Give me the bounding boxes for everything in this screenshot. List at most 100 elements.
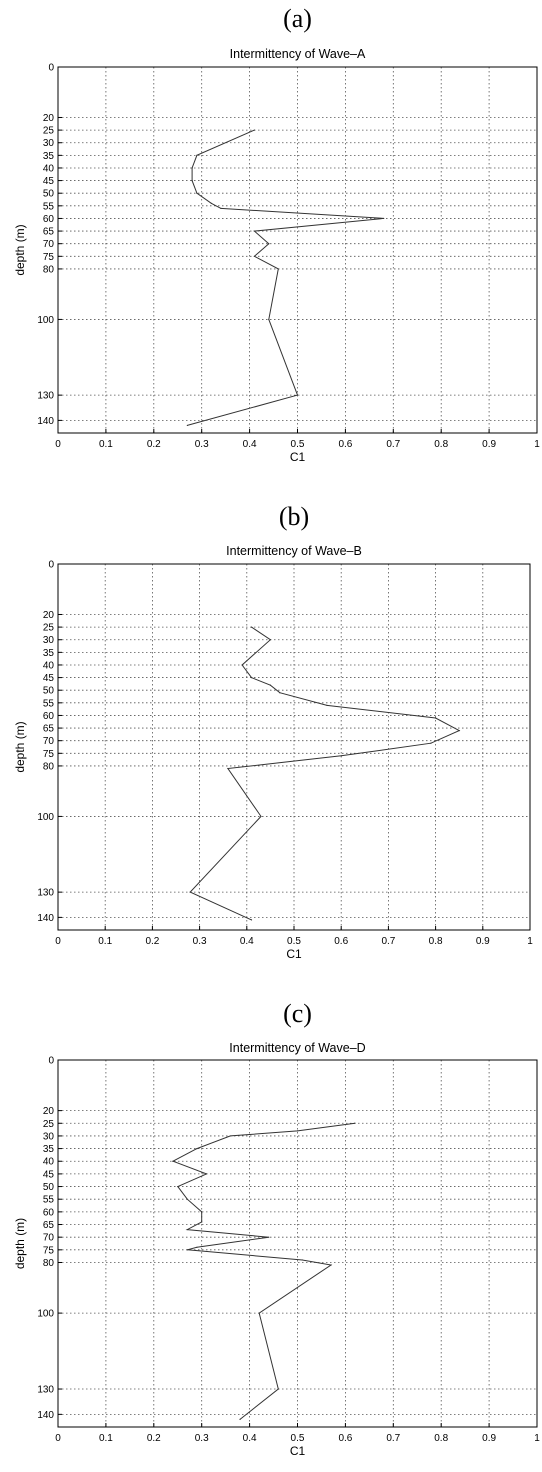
y-tick-label: 100 <box>37 812 54 823</box>
x-axis-label: C1 <box>290 450 306 464</box>
y-axis-label: depth (m) <box>13 224 27 275</box>
x-tick-label: 0.4 <box>240 936 254 947</box>
y-tick-label: 35 <box>43 1144 55 1155</box>
data-point <box>239 1418 241 1421</box>
x-tick-label: 0.3 <box>195 1433 209 1444</box>
plot-frame <box>57 1059 538 1428</box>
y-tick-label: 75 <box>43 749 55 760</box>
y-tick-label: 70 <box>43 736 55 747</box>
data-point <box>201 1211 203 1213</box>
data-point <box>177 1185 179 1188</box>
y-tick-label: 40 <box>43 660 55 671</box>
x-tick-label: 0.3 <box>195 439 209 450</box>
x-tick-label: 0.2 <box>147 439 161 450</box>
data-point <box>201 1221 203 1223</box>
y-tick-label: 40 <box>43 1157 55 1168</box>
y-tick-label: 20 <box>43 1106 55 1117</box>
y-tick-label: 80 <box>43 761 55 772</box>
x-tick-label: 0.3 <box>193 936 207 947</box>
x-tick-label: 0.6 <box>338 439 352 450</box>
y-tick-label: 140 <box>37 913 54 924</box>
x-tick-label: 0.1 <box>98 936 112 947</box>
x-tick-label: 0.7 <box>386 1433 400 1444</box>
data-point <box>269 684 271 686</box>
x-tick-label: 0.1 <box>99 439 113 450</box>
y-tick-label: 30 <box>43 635 55 646</box>
y-tick-label: 25 <box>43 126 55 137</box>
y-tick-label: 25 <box>43 1119 55 1130</box>
data-point <box>430 742 432 744</box>
y-tick-label: 20 <box>43 113 55 124</box>
data-point <box>435 717 437 719</box>
y-tick-label: 55 <box>43 698 55 709</box>
data-point <box>227 767 229 770</box>
data-point <box>253 129 255 131</box>
data-point <box>186 424 188 427</box>
chart-panel-2: (c) Intermittency of Wave–D 0 0.1 0.2 0.3 0.4 0… <box>13 999 540 1458</box>
data-point <box>250 676 253 679</box>
data-point <box>229 1135 232 1137</box>
x-tick-label: 1 <box>527 936 533 947</box>
data-point <box>340 755 342 757</box>
x-tick-label: 0 <box>55 1433 61 1444</box>
data-point <box>205 1173 208 1175</box>
x-tick-label: 0.8 <box>429 936 443 947</box>
y-tick-label: 40 <box>43 163 55 174</box>
y-tick-label: 60 <box>43 711 55 722</box>
data-point <box>458 729 460 732</box>
y-tick-label: 45 <box>43 1169 55 1180</box>
y-axis-label: depth (m) <box>13 721 27 772</box>
y-tick-label: 100 <box>37 315 54 326</box>
y-tick-label: 50 <box>43 1182 55 1193</box>
data-point <box>186 1228 188 1231</box>
y-tick-label: 30 <box>43 138 55 149</box>
data-point <box>326 704 328 706</box>
y-tick-label: 140 <box>37 1410 54 1421</box>
data-point <box>279 692 281 694</box>
y-tick-label: 60 <box>43 214 55 225</box>
x-tick-label: 0.5 <box>287 936 301 947</box>
x-tick-label: 0.6 <box>334 936 348 947</box>
chart-title: Intermittency of Wave–D <box>229 1041 365 1055</box>
data-point <box>186 1249 188 1251</box>
chart-title: Intermittency of Wave–B <box>226 544 362 558</box>
data-point <box>250 626 253 628</box>
data-point <box>260 815 262 818</box>
chart-panel-0: (a) Intermittency of Wave–A 0 0.1 0.2 0.3 0.4 0… <box>13 4 540 464</box>
data-point <box>268 318 270 321</box>
x-tick-label: 0.2 <box>147 1433 161 1444</box>
y-tick-label: 60 <box>43 1207 55 1218</box>
y-tick-label: 70 <box>43 239 55 250</box>
data-point <box>253 230 255 232</box>
y-tick-label: 75 <box>43 252 55 263</box>
y-tick-label: 130 <box>37 888 54 899</box>
series-line-0 <box>189 626 461 921</box>
y-tick-label: 45 <box>43 176 55 187</box>
data-point <box>268 243 270 245</box>
y-tick-label: 80 <box>43 264 55 275</box>
data-point <box>383 217 385 220</box>
y-tick-label: 130 <box>37 391 54 402</box>
y-tick-label: 0 <box>48 1056 54 1067</box>
data-point <box>196 1246 198 1248</box>
panel-label: (a) <box>283 4 312 33</box>
chart-title: Intermittency of Wave–A <box>230 47 366 61</box>
x-tick-label: 0.9 <box>482 439 496 450</box>
x-axis-label: C1 <box>286 947 302 961</box>
data-point <box>250 919 253 921</box>
x-tick-label: 0.8 <box>434 439 448 450</box>
data-point <box>191 179 193 182</box>
series-line-0 <box>171 1122 356 1420</box>
y-axis-label: depth (m) <box>13 1218 27 1269</box>
y-tick-label: 20 <box>43 610 55 621</box>
y-tick-label: 0 <box>48 560 54 571</box>
y-tick-label: 55 <box>43 201 55 212</box>
x-tick-label: 0.5 <box>291 439 305 450</box>
y-tick-label: 65 <box>43 227 55 238</box>
x-tick-label: 0.4 <box>243 1433 257 1444</box>
data-point <box>277 268 279 270</box>
panel-label: (b) <box>279 502 309 531</box>
data-point <box>186 1198 188 1200</box>
data-point <box>253 255 255 257</box>
